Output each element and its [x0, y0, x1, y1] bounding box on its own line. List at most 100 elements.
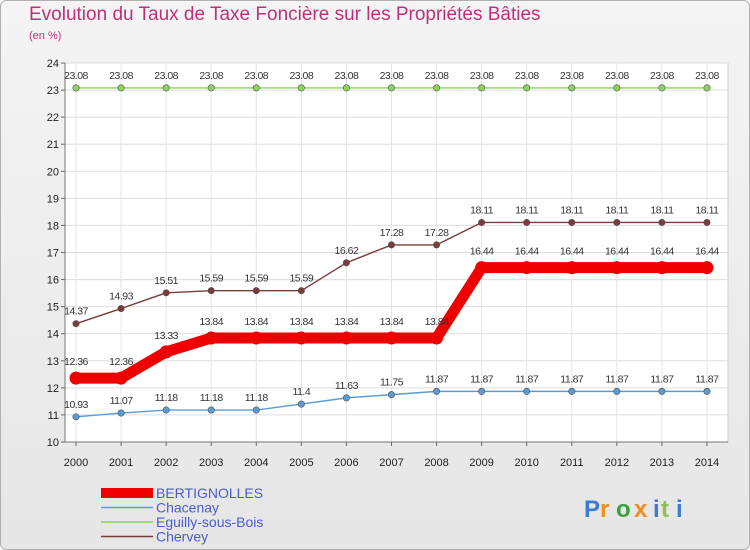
data-label: 11.87	[425, 373, 449, 385]
data-point	[162, 84, 170, 92]
y-tick-label: 17	[47, 248, 59, 260]
data-label: 15.51	[154, 275, 178, 287]
data-label: 23.08	[515, 70, 539, 82]
data-point	[342, 259, 350, 267]
data-point	[613, 84, 621, 92]
data-point	[478, 84, 486, 92]
data-point	[294, 331, 308, 345]
y-tick-label: 18	[47, 220, 59, 232]
logo-letter: x	[634, 496, 648, 523]
data-point	[342, 394, 350, 402]
data-label: 11.87	[695, 373, 719, 385]
data-point	[658, 84, 666, 92]
data-label: 18.11	[515, 204, 539, 216]
data-label: 16.44	[470, 246, 494, 258]
y-tick-label: 22	[47, 112, 59, 124]
data-label: 13.33	[154, 330, 178, 342]
data-label: 15.59	[289, 273, 313, 285]
logo-letter: o	[616, 496, 631, 523]
data-point	[655, 261, 669, 275]
data-point	[703, 84, 711, 92]
x-tick-label: 2000	[64, 457, 88, 469]
data-label: 12.36	[64, 356, 88, 368]
logo-letter: r	[600, 496, 609, 523]
x-tick-label: 2008	[424, 457, 448, 469]
y-tick-label: 10	[47, 437, 59, 449]
data-label: 12.36	[109, 356, 133, 368]
logo-letter: P	[584, 496, 600, 523]
data-label: 23.08	[289, 70, 313, 82]
data-label: 16.44	[650, 246, 674, 258]
chart-title: Evolution du Taux de Taxe Foncière sur l…	[29, 4, 541, 25]
y-tick-label: 23	[47, 85, 59, 97]
data-label: 15.59	[244, 273, 268, 285]
data-point	[658, 218, 666, 226]
data-point	[252, 84, 260, 92]
data-label: 17.28	[380, 227, 404, 239]
data-point	[433, 241, 441, 249]
x-tick-label: 2007	[379, 457, 403, 469]
data-point	[117, 305, 125, 313]
data-point	[658, 387, 666, 395]
data-point	[430, 331, 444, 345]
data-label: 16.44	[605, 246, 629, 258]
x-tick-label: 2011	[560, 457, 584, 469]
data-point	[207, 287, 215, 295]
logo-letter: t	[661, 496, 669, 523]
data-point	[387, 391, 395, 399]
data-point	[703, 218, 711, 226]
data-point	[387, 241, 395, 249]
data-label: 11.07	[110, 395, 134, 407]
y-tick-label: 21	[47, 139, 59, 151]
data-point	[520, 261, 534, 275]
data-label: 11.87	[605, 373, 629, 385]
data-label: 14.93	[109, 291, 133, 303]
data-point	[384, 331, 398, 345]
data-point	[162, 406, 170, 414]
data-label: 18.11	[695, 204, 719, 216]
data-point	[117, 409, 125, 417]
data-label: 13.84	[380, 316, 404, 328]
data-point	[478, 387, 486, 395]
data-point	[475, 261, 489, 275]
x-tick-label: 2012	[605, 457, 629, 469]
data-point	[72, 84, 80, 92]
data-label: 15.59	[199, 273, 223, 285]
data-point	[568, 218, 576, 226]
data-point	[204, 331, 218, 345]
y-tick-label: 20	[47, 166, 59, 178]
data-point	[433, 84, 441, 92]
data-label: 23.08	[109, 70, 133, 82]
legend-label: Chacenay	[156, 500, 219, 516]
data-label: 23.08	[199, 70, 223, 82]
y-tick-label: 24	[47, 58, 59, 70]
data-label: 16.44	[560, 246, 584, 258]
legend-label: BERTIGNOLLES	[156, 485, 263, 501]
data-point	[700, 261, 714, 275]
data-point	[565, 261, 579, 275]
data-label: 18.11	[650, 204, 674, 216]
data-label: 23.08	[154, 70, 178, 82]
y-tick-label: 11	[48, 410, 59, 422]
data-label: 11.87	[560, 373, 584, 385]
data-label: 13.84	[335, 316, 359, 328]
x-tick-label: 2013	[650, 457, 674, 469]
data-label: 11.18	[200, 392, 224, 404]
x-tick-label: 2001	[109, 457, 133, 469]
data-point	[610, 261, 624, 275]
data-label: 11.87	[470, 373, 494, 385]
data-point	[339, 331, 353, 345]
data-label: 23.08	[64, 70, 88, 82]
data-point	[252, 287, 260, 295]
y-tick-label: 16	[47, 275, 59, 287]
data-point	[249, 331, 263, 345]
x-tick-label: 2010	[514, 457, 538, 469]
data-label: 23.08	[380, 70, 404, 82]
data-label: 23.08	[425, 70, 449, 82]
logo-letter: i	[676, 496, 683, 523]
data-label: 11.18	[245, 392, 269, 404]
x-tick-label: 2005	[289, 457, 313, 469]
data-point	[162, 289, 170, 297]
